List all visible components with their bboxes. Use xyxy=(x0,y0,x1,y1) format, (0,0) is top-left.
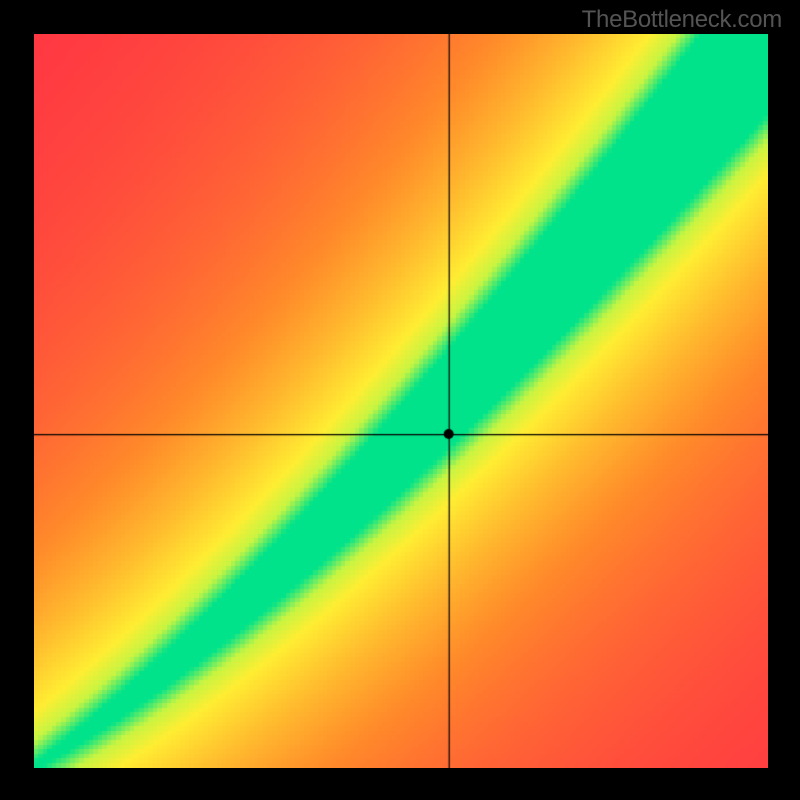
chart-container: TheBottleneck.com xyxy=(0,0,800,800)
heatmap-canvas xyxy=(34,34,768,768)
watermark-text: TheBottleneck.com xyxy=(582,6,782,34)
